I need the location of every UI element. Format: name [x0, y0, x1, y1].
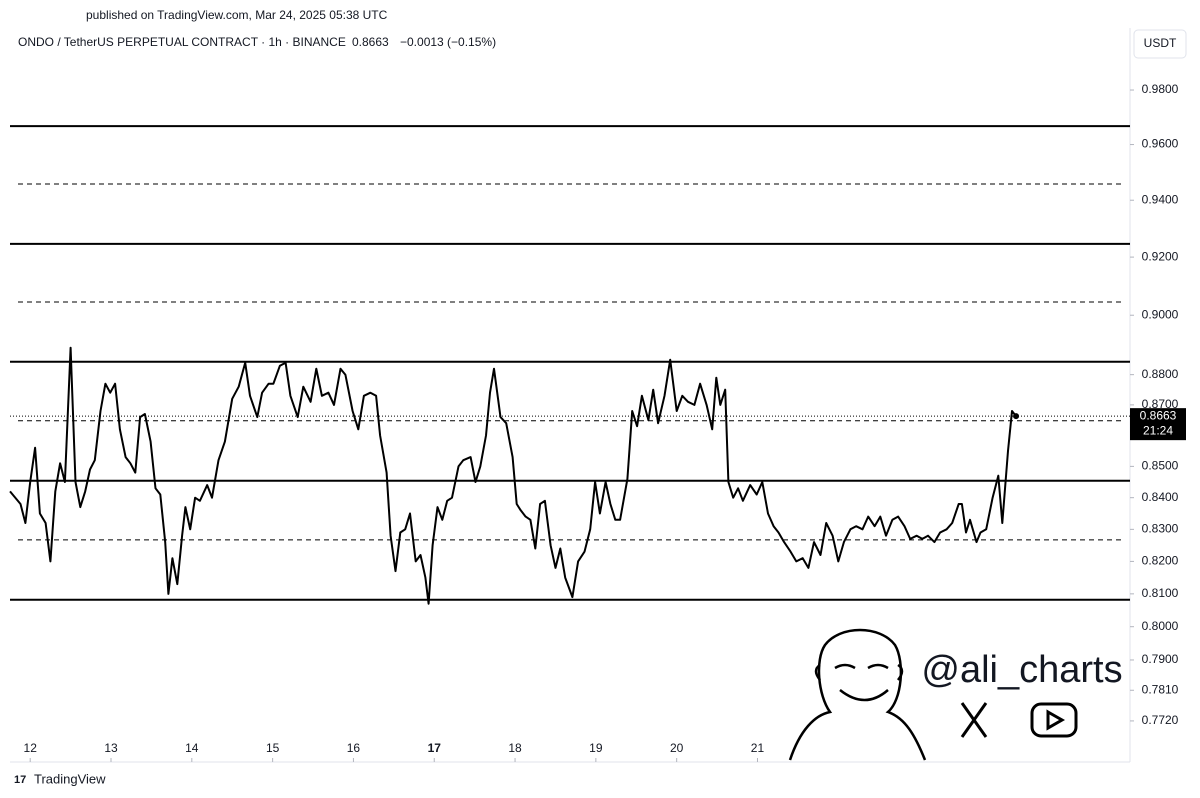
x-tick-label: 19 [589, 741, 603, 755]
y-tick-label: 0.8300 [1142, 522, 1179, 536]
y-tick-label: 0.8700 [1142, 397, 1179, 411]
y-tick-label: 0.9400 [1142, 192, 1179, 206]
y-tick-label: 0.9600 [1142, 137, 1179, 151]
y-tick-label: 0.7900 [1142, 652, 1179, 666]
x-tick-label: 17 [428, 741, 442, 755]
y-tick-label: 0.9000 [1142, 307, 1179, 321]
y-tick-label: 0.8800 [1142, 367, 1179, 381]
plot: 0.9800 0.9600 0.9400 0.9200 0.9000 0.8800 0.87… [9, 82, 1186, 762]
x-tick-label: 18 [508, 741, 522, 755]
y-tick-label: 0.8500 [1142, 459, 1179, 473]
currency: USDT [1144, 36, 1177, 50]
y-tick-label: 0.7810 [1142, 682, 1179, 696]
published-note: published on TradingView.com, Mar 24, 20… [86, 8, 388, 22]
y-tick-label: 0.8100 [1142, 586, 1179, 600]
header-change: −0.0013 (−0.15%) [400, 35, 496, 49]
y-tick-label: 0.7720 [1142, 713, 1179, 727]
brand: TradingView [34, 771, 106, 786]
x-tick-label: 12 [24, 741, 38, 755]
brand-logo: 17 [14, 774, 26, 786]
youtube-icon [1030, 702, 1078, 738]
price-box-countdown: 21:24 [1143, 423, 1173, 437]
watermark: @ali_charts [921, 649, 1122, 691]
last-point [1013, 413, 1020, 420]
x-tick-label: 20 [670, 741, 684, 755]
price-box [1130, 408, 1186, 441]
x-tick-label: 13 [104, 741, 118, 755]
price-line [9, 346, 1017, 605]
header-price: 0.8663 [352, 35, 389, 49]
y-tick-label: 0.9200 [1142, 249, 1179, 263]
currency-box[interactable] [1133, 29, 1187, 59]
x-icon [960, 702, 988, 738]
x-tick-label: 15 [266, 741, 280, 755]
y-tick-label: 0.8000 [1142, 619, 1179, 633]
x-tick-label: 16 [347, 741, 361, 755]
chart-title: ONDO / TetherUS PERPETUAL CONTRACT · 1h … [18, 35, 346, 49]
x-tick-label: 21 [751, 741, 765, 755]
y-tick-label: 0.8200 [1142, 554, 1179, 568]
price-box-value: 0.8663 [1140, 408, 1177, 422]
avatar [788, 628, 927, 761]
y-tick-label: 0.8400 [1142, 490, 1179, 504]
y-tick-label: 0.9800 [1142, 82, 1179, 96]
x-tick-label: 14 [185, 741, 199, 755]
